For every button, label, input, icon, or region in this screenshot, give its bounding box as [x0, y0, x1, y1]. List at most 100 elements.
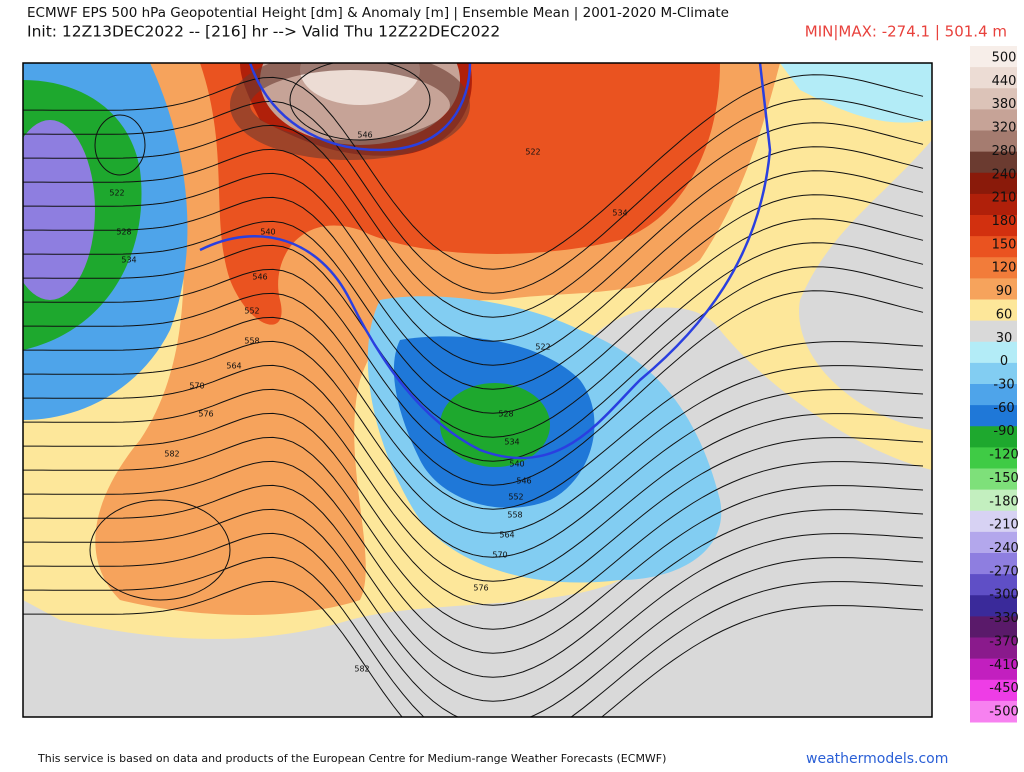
- contour-label: 546: [357, 131, 372, 140]
- colorbar-swatch: [970, 510, 1017, 533]
- contour-label: 522: [109, 189, 124, 198]
- colorbar-swatch: [970, 341, 1017, 364]
- contour-line: [23, 436, 924, 630]
- colorbar-label: -60: [993, 401, 1014, 416]
- contour-line: [23, 170, 924, 366]
- colorbar-label: 30: [996, 331, 1013, 346]
- colorbar-swatch: [970, 67, 1017, 89]
- map: 546 522 534 522 528 534 540 546 552 558 564 570 576 5…: [23, 63, 932, 717]
- contour-line: [23, 532, 924, 717]
- colorbar-label: 440: [992, 74, 1017, 89]
- colorbar-label: 180: [992, 214, 1017, 229]
- credit: This service is based on data and produc…: [37, 752, 666, 765]
- site-link[interactable]: weathermodels.com: [806, 751, 948, 767]
- contour-label: 576: [473, 584, 488, 593]
- contour-line: [23, 484, 924, 678]
- colorbar-label: -370: [989, 634, 1019, 649]
- contour-label: 582: [164, 450, 179, 459]
- contour-label: 564: [226, 362, 241, 371]
- contour-label: 546: [252, 273, 267, 282]
- colorbar-label: -90: [993, 424, 1014, 439]
- colorbar-swatch: [970, 637, 1017, 660]
- colorbar-label: 240: [992, 167, 1017, 182]
- contour-label: 582: [354, 665, 369, 674]
- contour-line: [94, 114, 146, 176]
- colorbar-label: -180: [989, 494, 1019, 509]
- contour-label: 522: [525, 148, 540, 157]
- colorbar-swatch: [970, 236, 1017, 258]
- contour-line: [23, 316, 924, 510]
- colorbar-swatch: [970, 405, 1017, 427]
- contour-label: 540: [509, 460, 524, 469]
- contour-label: 540: [260, 228, 275, 237]
- colorbar-swatch: [970, 679, 1017, 702]
- contour-line: [23, 146, 924, 342]
- colorbar-swatch: [970, 46, 1017, 68]
- colorbar-swatch: [970, 531, 1017, 554]
- contour-label: 570: [189, 382, 204, 391]
- colorbar-label: -150: [989, 471, 1019, 486]
- colorbar-label: 90: [996, 284, 1013, 299]
- contour-line: [23, 460, 924, 654]
- contour-label: 522: [535, 343, 550, 352]
- colorbar-swatch: [970, 447, 1017, 469]
- contour-line: [289, 63, 431, 141]
- colorbar-swatch: [970, 151, 1017, 174]
- colorbar-label: 150: [992, 237, 1017, 252]
- colorbar-label: 380: [992, 97, 1017, 112]
- colorbar: 500 440 380 320 280 240 210 180 150 120 90 60 30 0 -30…: [970, 46, 1019, 723]
- colorbar-label: -120: [989, 448, 1019, 463]
- colorbar-label: 320: [992, 121, 1017, 136]
- contour-line: [23, 580, 924, 717]
- colorbar-swatch: [970, 172, 1017, 195]
- colorbar-swatch: [970, 426, 1017, 448]
- colorbar-label: -300: [989, 588, 1019, 603]
- colorbar-label: -210: [989, 518, 1019, 533]
- contour-line: [23, 412, 924, 606]
- colorbar-swatch: [970, 553, 1017, 575]
- colorbar-label: -240: [989, 541, 1019, 556]
- colorbar-swatch: [970, 489, 1017, 512]
- contour-label: 552: [508, 493, 523, 502]
- contour-line: [23, 266, 924, 462]
- contour-label: 534: [612, 209, 627, 218]
- contour-label: 528: [498, 410, 513, 419]
- contour-line: [23, 364, 924, 558]
- subtitle: Init: 12Z13DEC2022 -- [216] hr --> Valid…: [27, 23, 500, 41]
- contour-line: [23, 74, 924, 270]
- contour-line: [23, 340, 924, 534]
- colorbar-swatch: [970, 574, 1017, 596]
- colorbar-label: 60: [996, 307, 1013, 322]
- contour-label: 534: [121, 256, 136, 265]
- contour-line: [23, 218, 924, 414]
- colorbar-label: 500: [992, 51, 1017, 66]
- contour-line: [23, 388, 924, 582]
- contour-line: [23, 556, 924, 717]
- colorbar-swatch: [970, 700, 1017, 723]
- contour-line: [23, 194, 924, 390]
- colorbar-label: 280: [992, 144, 1017, 159]
- contour-line: [23, 98, 924, 294]
- contour-line: [23, 290, 924, 486]
- contour-label: 552: [244, 307, 259, 316]
- contour-label: 570: [492, 551, 507, 560]
- colorbar-swatch: [970, 299, 1017, 322]
- colorbar-swatch: [970, 468, 1017, 491]
- colorbar-swatch: [970, 215, 1017, 237]
- colorbar-label: -270: [989, 564, 1019, 579]
- colorbar-swatch: [970, 88, 1017, 110]
- contour-label: 576: [198, 410, 213, 419]
- colorbar-swatch: [970, 130, 1017, 153]
- contour-label: 528: [116, 228, 131, 237]
- contour-label: 546: [516, 477, 531, 486]
- colorbar-swatch: [970, 384, 1017, 406]
- contour-line: [23, 242, 924, 438]
- colorbar-swatch: [970, 257, 1017, 279]
- colorbar-label: 210: [992, 191, 1017, 206]
- title: ECMWF EPS 500 hPa Geopotential Height [d…: [27, 5, 729, 21]
- contour-label: 564: [499, 531, 514, 540]
- colorbar-label: -450: [989, 681, 1019, 696]
- colorbar-swatch: [970, 658, 1017, 681]
- colorbar-label: -330: [989, 611, 1019, 626]
- contour-label: 534: [504, 438, 519, 447]
